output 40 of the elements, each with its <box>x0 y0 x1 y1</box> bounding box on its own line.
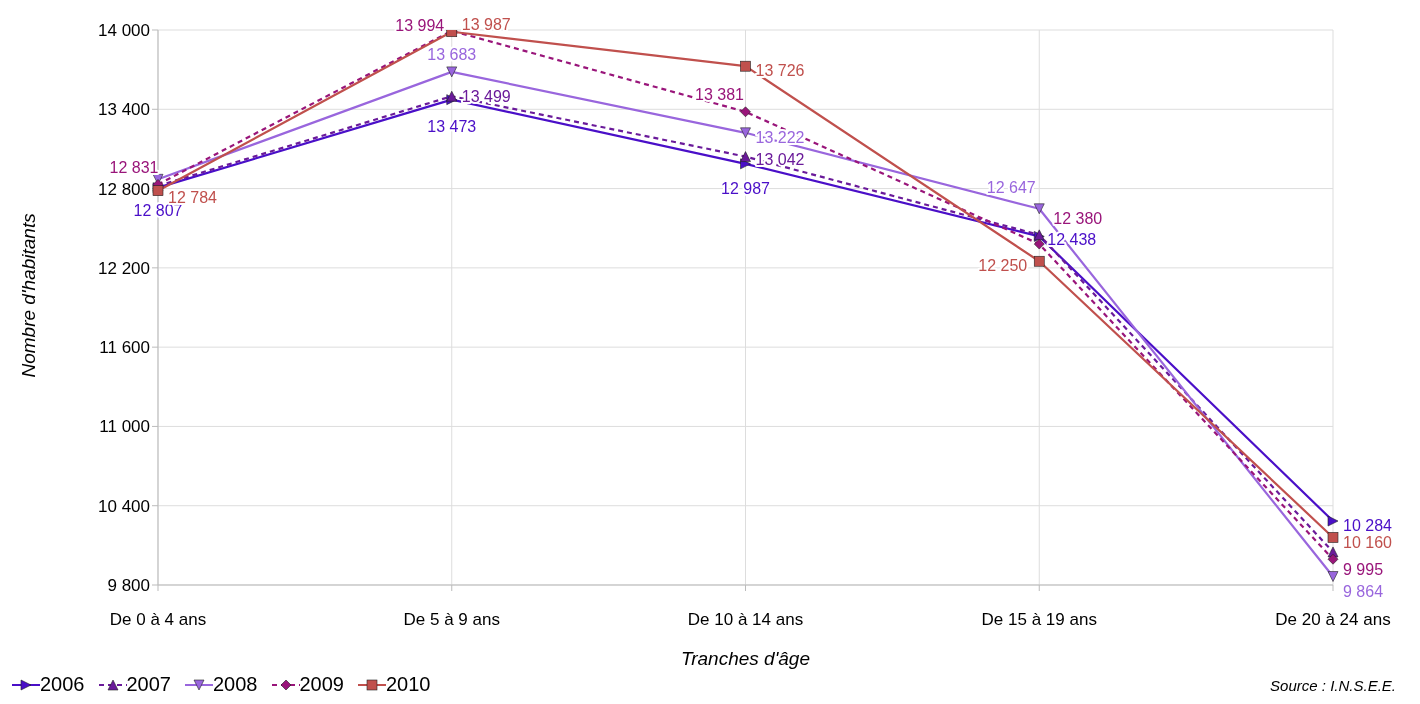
y-tick-label: 13 400 <box>98 100 150 120</box>
data-label: 13 473 <box>427 117 477 135</box>
data-label: 13 994 <box>395 17 445 35</box>
legend-label: 2010 <box>386 673 431 696</box>
legend-label: 2009 <box>299 673 344 696</box>
data-label: 12 438 <box>1047 230 1097 248</box>
data-label: 10 284 <box>1343 517 1393 535</box>
data-label: 12 831 <box>109 158 159 176</box>
x-tick-label: De 10 à 14 ans <box>687 610 804 630</box>
data-label: 12 250 <box>978 257 1028 275</box>
x-axis-title: Tranches d'âge <box>681 648 810 669</box>
x-tick-label: De 5 à 9 ans <box>403 610 500 630</box>
legend-label: 2008 <box>213 673 258 696</box>
y-tick-label: 14 000 <box>98 21 150 41</box>
data-label: 9 995 <box>1343 561 1384 579</box>
x-tick-label: De 20 à 24 ans <box>1275 610 1391 630</box>
data-label: 13 683 <box>427 46 477 64</box>
data-label: 12 647 <box>986 179 1036 197</box>
y-tick-label: 9 800 <box>107 576 150 596</box>
data-label: 13 499 <box>461 88 511 106</box>
data-label: 13 726 <box>755 62 805 80</box>
data-label: 13 042 <box>755 150 805 168</box>
data-label: 12 784 <box>168 188 218 206</box>
y-tick-label: 12 200 <box>98 258 150 278</box>
legend-label: 2007 <box>126 673 171 696</box>
data-label: 12 987 <box>721 180 771 198</box>
x-tick-label: De 15 à 19 ans <box>981 610 1097 630</box>
data-label: 12 380 <box>1053 210 1103 228</box>
y-axis-title: Nombre d'habitants <box>17 212 39 378</box>
source-note: Source : I.N.S.E.E. <box>1270 677 1396 694</box>
data-label: 9 864 <box>1343 582 1384 600</box>
data-label: 13 987 <box>461 15 511 33</box>
data-label: 10 160 <box>1343 533 1393 551</box>
y-tick-label: 10 400 <box>98 496 150 516</box>
legend-label: 2006 <box>40 673 85 696</box>
y-tick-label: 11 600 <box>99 338 150 358</box>
data-label: 13 381 <box>695 86 745 104</box>
x-tick-label: De 0 à 4 ans <box>109 610 207 630</box>
y-tick-label: 12 800 <box>98 179 150 199</box>
y-tick-label: 11 000 <box>99 417 150 437</box>
